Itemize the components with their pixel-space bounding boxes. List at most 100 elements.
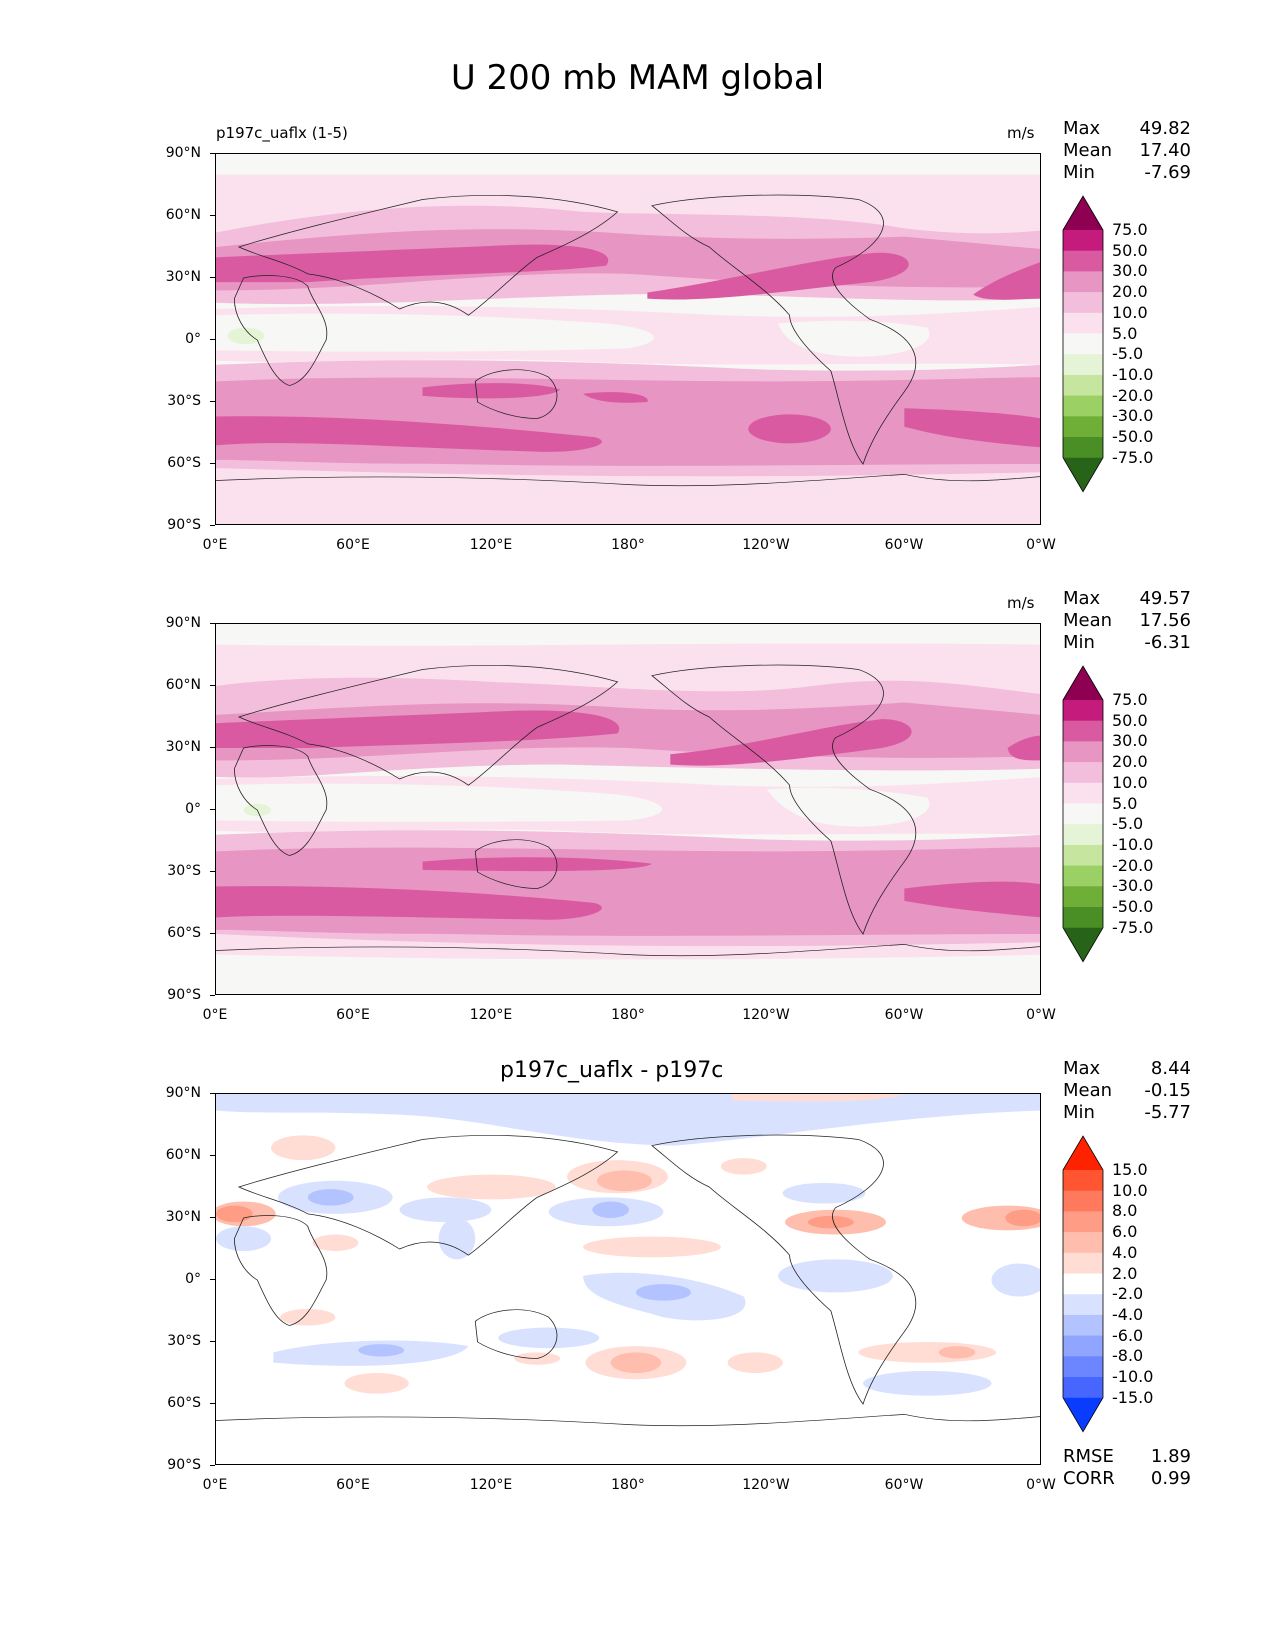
lon-label: 0°E: [202, 1007, 228, 1023]
tick: [210, 339, 215, 340]
stat-value: 49.57: [1139, 588, 1191, 609]
colorbar-tick-label: 30.0: [1112, 731, 1148, 751]
tick: [210, 1341, 215, 1342]
colorbar-segment: [1063, 1356, 1103, 1378]
lat-label: 90°S: [167, 517, 201, 533]
anomaly-negative: [635, 1284, 691, 1301]
colorbar-tick-label: -6.0: [1112, 1325, 1144, 1345]
panel-units: m/s: [1007, 594, 1035, 612]
lat-label: 30°N: [165, 739, 201, 755]
colorbar-tick-label: 20.0: [1112, 282, 1148, 302]
panel-left-label: p197c_uaflx (1-5): [216, 124, 348, 142]
stat-value: -6.31: [1144, 632, 1191, 653]
anomaly-negative: [358, 1344, 405, 1357]
tick: [210, 1279, 215, 1280]
colorbar-segment: [1063, 312, 1103, 334]
colorbar-outline: [1062, 195, 1104, 493]
antarctica-coastline: [216, 473, 1040, 487]
colorbar-tick-label: 15.0: [1112, 1160, 1148, 1179]
lat-label: 30°S: [167, 863, 201, 879]
tick: [210, 401, 215, 402]
lat-label: 60°N: [165, 677, 201, 693]
tick: [210, 463, 215, 464]
lon-label: 60°W: [884, 537, 924, 553]
colorbar-segment: [1063, 1294, 1103, 1316]
lat-label: 0°: [185, 801, 201, 817]
colorbar-graphic: [1062, 195, 1104, 493]
stat-name: RMSE: [1063, 1446, 1114, 1467]
anomaly-negative: [592, 1201, 629, 1218]
nh-jet-core-asia: [216, 710, 620, 748]
anomaly-positive: [596, 1170, 652, 1192]
anomaly-positive: [610, 1352, 662, 1373]
sh-jet-core-pacific: [748, 414, 831, 444]
sh-jet-core-east: [904, 881, 1040, 918]
colorbar-tick-label: -4.0: [1112, 1304, 1144, 1324]
stat-value: 0.99: [1150, 1468, 1191, 1489]
colorbar-segment: [1063, 824, 1103, 846]
lat-label: 0°: [185, 331, 201, 347]
colorbar-segment: [1063, 1335, 1103, 1357]
lat-label: 90°S: [167, 987, 201, 1003]
sh-jet-core-east: [904, 408, 1040, 448]
stat-value: 17.56: [1139, 610, 1191, 631]
lat-label: 60°S: [167, 1395, 201, 1411]
colorbar-outline: [1062, 1135, 1104, 1433]
colorbar-tick-label: 75.0: [1112, 220, 1148, 239]
colorbar-extension-bottom: [1063, 927, 1103, 962]
colorbar-tick-label: 30.0: [1112, 261, 1148, 281]
colorbar-tick-label: 10.0: [1112, 1180, 1148, 1200]
anomaly-negative: [863, 1370, 992, 1396]
lat-label: 30°S: [167, 1333, 201, 1349]
australia-coastline: [474, 1309, 558, 1359]
tick: [210, 871, 215, 872]
tick: [210, 277, 215, 278]
nh-jet-core-east: [973, 262, 1040, 300]
anomaly-positive: [583, 1236, 721, 1258]
lat-label: 90°S: [167, 1457, 201, 1473]
colorbar-extension-bottom: [1063, 1397, 1103, 1432]
stat-name: Max: [1063, 118, 1101, 139]
anomaly-negative: [216, 1226, 272, 1252]
sh-subtropical-core: [422, 857, 652, 872]
tick: [210, 1217, 215, 1218]
colorbar-graphic: [1062, 665, 1104, 963]
nh-jet-core-east: [1007, 735, 1040, 761]
colorbar-tick-label: 6.0: [1112, 1222, 1138, 1242]
anomaly-negative: [782, 1182, 866, 1204]
lon-label: 0°W: [1026, 1007, 1056, 1023]
lon-label: 120°W: [742, 537, 790, 553]
tick: [210, 1403, 215, 1404]
lon-label: 60°E: [336, 1007, 370, 1023]
colorbar-tick-label: 75.0: [1112, 690, 1148, 709]
anomaly-positive: [1005, 1209, 1040, 1227]
colorbar-tick-label: -15.0: [1112, 1387, 1154, 1407]
colorbar-tick-label: -50.0: [1112, 427, 1154, 446]
stat-value: -5.77: [1144, 1102, 1191, 1123]
colorbar-tick-label: -8.0: [1112, 1346, 1144, 1366]
colorbar-tick-label: -10.0: [1112, 364, 1154, 384]
stat-name: Min: [1063, 162, 1095, 183]
colorbar-tick-label: -5.0: [1112, 344, 1144, 364]
stat-name: Mean: [1063, 610, 1113, 631]
colorbar-tick-label: 8.0: [1112, 1201, 1138, 1221]
colorbar-segment: [1063, 720, 1103, 742]
colorbar-segment: [1063, 1232, 1103, 1254]
anomaly-positive: [720, 1158, 767, 1175]
stat-name: Min: [1063, 632, 1095, 653]
eurasia-coastline: [237, 194, 619, 316]
lon-label: 60°E: [336, 1477, 370, 1493]
colorbar-segment: [1063, 762, 1103, 784]
lon-label: 0°E: [202, 537, 228, 553]
stats-box: Max 8.44 Mean -0.15 Min -5.77: [1063, 1058, 1191, 1124]
stats-box: Max 49.57 Mean 17.56 Min -6.31: [1063, 588, 1191, 654]
lat-label: 60°S: [167, 925, 201, 941]
colorbar-graphic: [1062, 1135, 1104, 1433]
tick: [210, 1465, 215, 1466]
stat-value: 8.44: [1150, 1058, 1191, 1079]
colorbar-tick-label: -5.0: [1112, 814, 1144, 834]
lat-label: 30°S: [167, 393, 201, 409]
colorbar-segment: [1063, 271, 1103, 293]
field-map: [216, 1094, 1040, 1464]
colorbar-tick-label: 5.0: [1112, 323, 1138, 343]
